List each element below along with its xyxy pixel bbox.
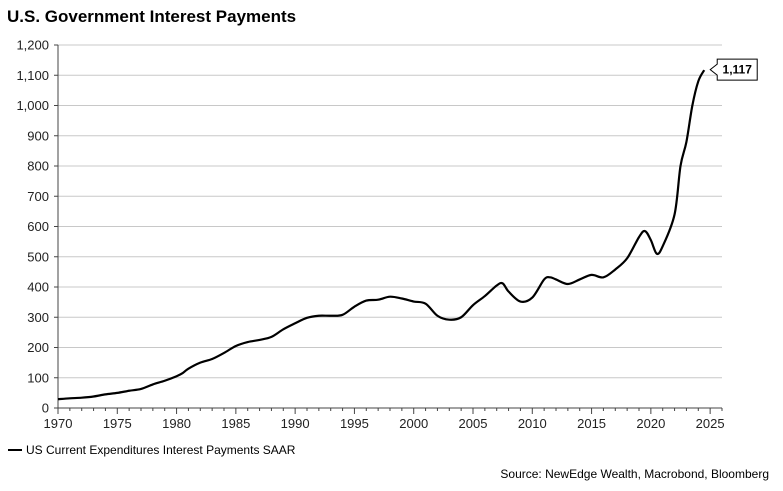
y-tick-label: 100 [27, 370, 49, 385]
y-tick-label: 900 [27, 128, 49, 143]
chart-title: U.S. Government Interest Payments [7, 7, 297, 26]
y-tick-label: 300 [27, 310, 49, 325]
x-tick-label: 1985 [221, 416, 250, 431]
x-tick-label: 2020 [636, 416, 665, 431]
y-tick-label: 600 [27, 219, 49, 234]
x-tick-label: 2015 [577, 416, 606, 431]
x-tick-label: 1995 [340, 416, 369, 431]
x-tick-label: 2010 [518, 416, 547, 431]
y-tick-label: 1,200 [16, 38, 49, 53]
end-value-label: 1,117 [723, 63, 753, 77]
x-tick-label: 1975 [103, 416, 132, 431]
y-tick-label: 1,000 [16, 98, 49, 113]
y-tick-label: 400 [27, 280, 49, 295]
y-tick-label: 0 [42, 401, 49, 416]
x-tick-label: 1970 [44, 416, 73, 431]
y-axis: 0 100 200 300 400 500 600 700 800 900 1,000 1,100 1,… [16, 38, 59, 416]
x-axis: 1970 1975 1980 1985 1990 1995 2000 2005 2010 2015… [44, 408, 725, 431]
x-tick-label: 2000 [399, 416, 428, 431]
legend: US Current Expenditures Interest Payment… [8, 443, 295, 457]
legend-swatch [8, 449, 22, 451]
end-value-callout: 1,117 [709, 58, 758, 81]
x-tick-label: 1990 [281, 416, 310, 431]
y-tick-label: 500 [27, 249, 49, 264]
y-tick-label: 800 [27, 159, 49, 174]
x-tick-label: 2005 [459, 416, 488, 431]
gridlines [58, 44, 722, 409]
source-note: Source: NewEdge Wealth, Macrobond, Bloom… [500, 467, 769, 481]
x-tick-label: 2025 [696, 416, 725, 431]
y-tick-label: 200 [27, 340, 49, 355]
series-line [57, 69, 706, 401]
y-tick-label: 1,100 [16, 68, 49, 83]
y-tick-label: 700 [27, 189, 49, 204]
legend-label: US Current Expenditures Interest Payment… [26, 443, 296, 457]
x-tick-label: 1980 [162, 416, 191, 431]
